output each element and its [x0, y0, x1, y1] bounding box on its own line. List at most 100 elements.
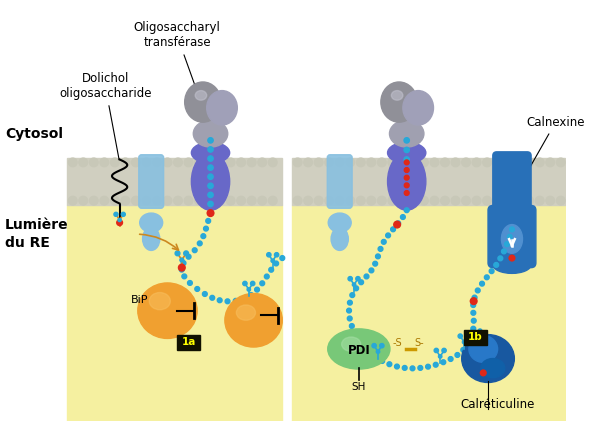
Circle shape — [348, 276, 352, 281]
Circle shape — [472, 158, 481, 167]
Circle shape — [509, 255, 515, 261]
Circle shape — [121, 197, 129, 205]
Circle shape — [182, 274, 187, 279]
Circle shape — [293, 197, 302, 205]
Circle shape — [381, 240, 386, 244]
Circle shape — [216, 158, 225, 167]
Bar — [464, 330, 487, 345]
Circle shape — [347, 308, 352, 313]
Circle shape — [451, 158, 460, 167]
Circle shape — [525, 197, 534, 205]
Circle shape — [69, 197, 77, 205]
Circle shape — [314, 158, 323, 167]
Circle shape — [380, 359, 385, 363]
Ellipse shape — [328, 329, 390, 369]
Circle shape — [509, 227, 514, 232]
Circle shape — [293, 158, 302, 167]
Circle shape — [152, 197, 161, 205]
Circle shape — [174, 197, 182, 205]
Circle shape — [461, 347, 466, 352]
Circle shape — [426, 364, 430, 369]
Circle shape — [478, 329, 482, 333]
Circle shape — [404, 157, 410, 162]
Circle shape — [409, 197, 418, 205]
Text: Lumière
du RE: Lumière du RE — [5, 218, 69, 250]
Circle shape — [121, 212, 125, 216]
Circle shape — [418, 366, 423, 370]
Circle shape — [203, 226, 209, 231]
Circle shape — [348, 316, 352, 321]
Text: PDI: PDI — [348, 344, 370, 357]
Circle shape — [280, 256, 285, 261]
Circle shape — [208, 210, 213, 216]
Circle shape — [364, 274, 369, 279]
Circle shape — [195, 286, 200, 292]
Circle shape — [258, 158, 267, 167]
Circle shape — [448, 356, 453, 361]
Circle shape — [268, 158, 277, 167]
Circle shape — [243, 281, 247, 286]
Circle shape — [357, 338, 362, 342]
Circle shape — [504, 158, 512, 167]
Text: BiP: BiP — [131, 295, 148, 305]
Circle shape — [483, 197, 491, 205]
Circle shape — [404, 147, 410, 153]
Circle shape — [395, 364, 400, 369]
Circle shape — [441, 197, 449, 205]
Circle shape — [304, 197, 313, 205]
Circle shape — [354, 286, 359, 291]
Circle shape — [504, 197, 512, 205]
Circle shape — [398, 197, 407, 205]
Bar — [177, 335, 200, 350]
Circle shape — [471, 329, 475, 333]
Circle shape — [348, 300, 352, 305]
Circle shape — [268, 197, 277, 205]
Circle shape — [466, 341, 470, 346]
Circle shape — [226, 158, 235, 167]
Circle shape — [362, 344, 366, 349]
Circle shape — [174, 158, 182, 167]
Ellipse shape — [328, 213, 351, 232]
Circle shape — [195, 197, 203, 205]
Circle shape — [241, 296, 246, 301]
Circle shape — [466, 334, 470, 338]
Circle shape — [404, 168, 409, 172]
FancyBboxPatch shape — [493, 152, 531, 211]
Circle shape — [356, 158, 365, 167]
Text: 1b: 1b — [468, 332, 483, 342]
Circle shape — [557, 197, 565, 205]
Circle shape — [356, 197, 365, 205]
Circle shape — [386, 233, 391, 238]
Circle shape — [201, 234, 206, 239]
Circle shape — [208, 165, 213, 170]
Circle shape — [502, 249, 506, 254]
Ellipse shape — [225, 293, 282, 347]
Circle shape — [175, 251, 180, 256]
Circle shape — [475, 288, 480, 293]
Circle shape — [184, 158, 193, 167]
Ellipse shape — [138, 283, 197, 338]
FancyBboxPatch shape — [139, 155, 164, 208]
Circle shape — [462, 341, 466, 344]
Ellipse shape — [389, 120, 424, 147]
Ellipse shape — [501, 224, 522, 253]
Circle shape — [100, 197, 109, 205]
Circle shape — [195, 158, 203, 167]
Circle shape — [163, 158, 172, 167]
Circle shape — [163, 197, 172, 205]
Circle shape — [208, 174, 213, 179]
Circle shape — [180, 267, 184, 272]
Circle shape — [217, 298, 222, 303]
Circle shape — [356, 276, 360, 281]
Circle shape — [535, 158, 544, 167]
Circle shape — [379, 344, 384, 348]
Circle shape — [367, 158, 376, 167]
Circle shape — [505, 242, 509, 246]
Circle shape — [118, 218, 121, 221]
Circle shape — [514, 197, 523, 205]
Ellipse shape — [403, 91, 433, 125]
Circle shape — [186, 254, 191, 259]
Circle shape — [346, 197, 355, 205]
Circle shape — [439, 355, 442, 358]
Circle shape — [472, 318, 476, 323]
